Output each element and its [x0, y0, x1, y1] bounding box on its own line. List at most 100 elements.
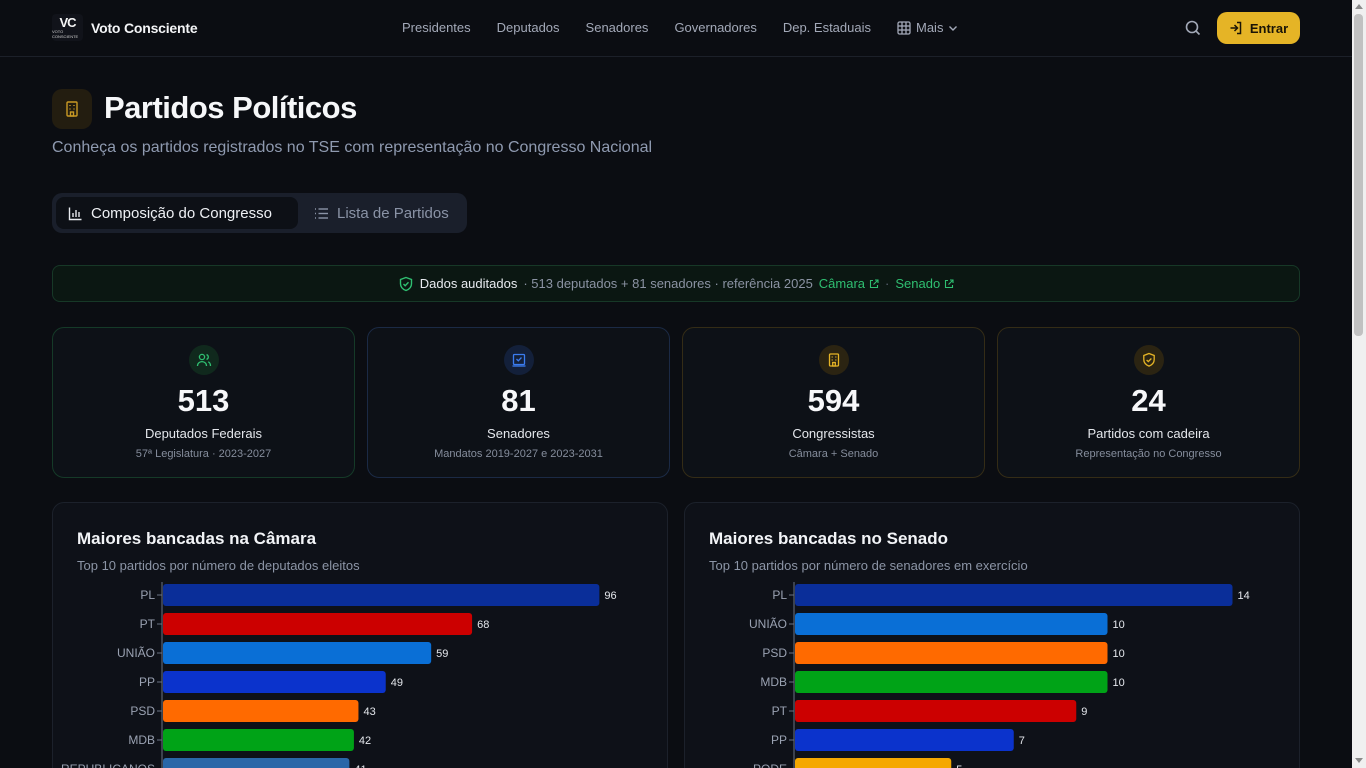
top-navbar: VC VOTO CONSCIENTE Voto Consciente Presi…	[0, 0, 1352, 57]
title-building-icon	[52, 89, 92, 129]
scrollbar-thumb[interactable]	[1354, 14, 1363, 336]
chart-tick-label: MDB	[128, 733, 155, 747]
logo: VC VOTO CONSCIENTE	[52, 14, 83, 41]
page-title: Partidos Políticos	[104, 90, 357, 125]
nav-dep-estaduais[interactable]: Dep. Estaduais	[782, 20, 871, 35]
stat-value: 81	[501, 383, 536, 418]
nav-senadores[interactable]: Senadores	[585, 20, 649, 35]
chart-tick-label: MDB	[760, 675, 787, 689]
chart-bar[interactable]	[795, 642, 1108, 664]
stat-card-senadores: 81 Senadores Mandatos 2019-2027 e 2023-2…	[367, 327, 670, 478]
tab-composicao[interactable]: Composição do Congresso	[56, 197, 298, 229]
audit-label: Dados auditados	[419, 276, 518, 291]
stat-subtext: Mandatos 2019-2027 e 2023-2031	[434, 448, 603, 460]
brand-name: Voto Consciente	[91, 19, 198, 36]
chart-bar[interactable]	[163, 584, 600, 606]
tab-lista-partidos[interactable]: Lista de Partidos	[302, 197, 461, 229]
chart-title: Maiores bancadas no Senado	[709, 529, 949, 548]
chart-tick-label: UNIÃO	[749, 617, 787, 631]
chart-data-label: 41	[354, 764, 366, 768]
stat-label: Congressistas	[792, 426, 875, 441]
nav-governadores[interactable]: Governadores	[674, 20, 757, 35]
chart-tick-label: PL	[772, 588, 787, 602]
main-nav: Presidentes Deputados Senadores Governad…	[402, 18, 958, 38]
chart-bar[interactable]	[795, 671, 1108, 693]
stat-card-congressistas: 594 Congressistas Câmara + Senado	[682, 327, 985, 478]
chart-data-label: 10	[1113, 619, 1125, 631]
chart-tick-label: PSD	[762, 646, 787, 660]
chart-data-label: 49	[391, 677, 403, 689]
camara-bar-chart: PL 96 PT 68 UNIÃO 59 PP 49 PSD 43 MDB 42 REPUBLICANO…	[61, 582, 617, 768]
login-label: Entrar	[1249, 20, 1289, 36]
external-link-icon	[945, 278, 954, 288]
stat-subtext: Representação no Congresso	[1075, 448, 1222, 460]
chart-bar[interactable]	[163, 700, 359, 722]
chart-subtitle: Top 10 partidos por número de deputados …	[77, 558, 360, 573]
external-link-icon	[869, 278, 879, 288]
chart-tick-label: PT	[140, 617, 156, 631]
chart-data-label: 68	[477, 619, 489, 631]
stat-subtext: 57ª Legislatura · 2023-2027	[135, 448, 272, 460]
stat-label: Partidos com cadeira	[1087, 426, 1210, 441]
chart-tick-label: UNIÃO	[117, 646, 155, 660]
building-icon	[818, 345, 849, 375]
brand-home-link[interactable]: VC VOTO CONSCIENTE Voto Consciente	[52, 14, 198, 41]
stat-value: 594	[807, 383, 860, 418]
senado-source-link[interactable]: Senado	[895, 276, 954, 291]
chart-data-label: 59	[436, 648, 448, 660]
bar-chart-icon	[68, 207, 82, 220]
audit-meta: · 513 deputados + 81 senadores · referên…	[523, 276, 813, 291]
login-icon	[1230, 21, 1242, 35]
chart-data-label: 10	[1113, 648, 1125, 660]
shield-icon	[1133, 345, 1164, 375]
chart-data-label: 42	[359, 735, 371, 747]
chart-data-label: 96	[604, 590, 616, 602]
page-subtitle: Conheça os partidos registrados no TSE c…	[52, 139, 653, 156]
list-icon	[315, 207, 328, 219]
search-icon[interactable]	[1183, 18, 1203, 38]
chart-panel-senado: Maiores bancadas no Senado Top 10 partid…	[684, 502, 1300, 768]
chart-panel-camara: Maiores bancadas na Câmara Top 10 partid…	[52, 502, 668, 768]
chart-tick-label: PODE	[753, 762, 787, 768]
scroll-up-arrow-icon[interactable]	[1355, 4, 1363, 9]
chart-subtitle: Top 10 partidos por número de senadores …	[709, 558, 1028, 573]
grid-icon	[897, 21, 911, 35]
chart-tick-label: REPUBLICANOS	[61, 762, 155, 768]
scroll-down-arrow-icon[interactable]	[1355, 758, 1363, 763]
chart-bar[interactable]	[163, 671, 386, 693]
tab-composicao-label: Composição do Congresso	[91, 204, 272, 222]
chart-data-label: 7	[1019, 735, 1025, 747]
chart-bar[interactable]	[795, 729, 1014, 751]
nav-more-menu[interactable]: Mais	[897, 18, 958, 38]
chart-bar[interactable]	[795, 758, 952, 768]
chart-data-label: 14	[1238, 590, 1250, 602]
chart-bar[interactable]	[163, 613, 473, 635]
stat-value: 24	[1131, 383, 1166, 418]
logo-caption: VOTO CONSCIENTE	[52, 28, 79, 39]
chart-data-label: 43	[363, 706, 375, 718]
stat-value: 513	[177, 383, 230, 418]
camara-source-link[interactable]: Câmara	[819, 276, 879, 291]
shield-check-icon	[399, 276, 412, 291]
chart-bar[interactable]	[795, 613, 1108, 635]
chart-bar[interactable]	[795, 700, 1077, 722]
chevron-down-icon	[949, 26, 958, 31]
nav-presidentes[interactable]: Presidentes	[402, 20, 471, 35]
chart-tick-label: PL	[140, 588, 155, 602]
chart-data-label: 9	[1081, 706, 1087, 718]
logo-mark: VC	[59, 14, 76, 30]
stat-label: Senadores	[487, 426, 550, 441]
chart-bar[interactable]	[163, 729, 354, 751]
chart-bar[interactable]	[163, 758, 350, 768]
chart-bar[interactable]	[163, 642, 432, 664]
chart-tick-label: PT	[772, 704, 788, 718]
chart-title: Maiores bancadas na Câmara	[77, 529, 317, 548]
stat-subtext: Câmara + Senado	[788, 448, 879, 460]
chart-bar[interactable]	[795, 584, 1233, 606]
stat-label: Deputados Federais	[144, 426, 263, 441]
view-tabs: Composição do Congresso Lista de Partido…	[52, 193, 467, 233]
audit-banner: Dados auditados · 513 deputados + 81 sen…	[52, 265, 1300, 302]
nav-deputados[interactable]: Deputados	[496, 20, 560, 35]
senado-link-label: Senado	[895, 276, 941, 291]
login-button[interactable]: Entrar	[1217, 12, 1300, 44]
